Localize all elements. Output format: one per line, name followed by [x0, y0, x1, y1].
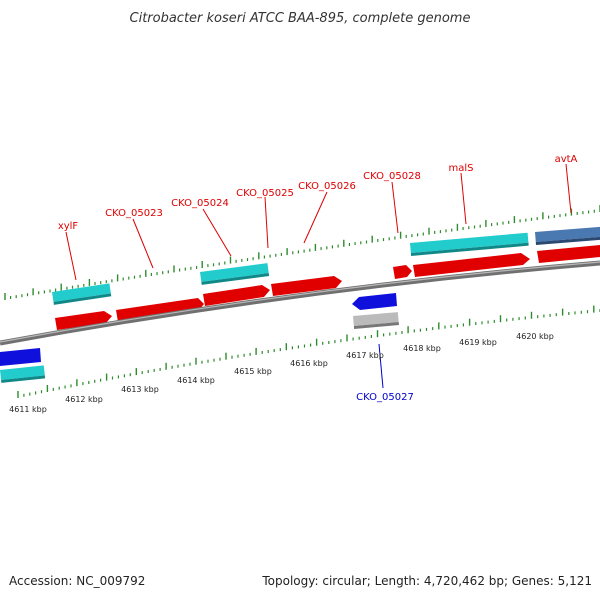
topology-text: Topology: circular; Length: 4,720,462 bp…: [261, 574, 592, 588]
leader-CKO_05027: [378, 343, 384, 389]
map-title: Citrobacter koseri ATCC BAA-895, complet…: [130, 11, 471, 26]
forward-cds-track: [55, 245, 600, 330]
scale-label: 4611 kbp: [9, 405, 47, 414]
leader-avtA: [565, 163, 572, 214]
cds-arrow-CKO_05028[interactable]: [393, 265, 412, 279]
leader-malS: [460, 172, 467, 225]
gene-shadow: [353, 322, 399, 329]
gene-shadow: [53, 293, 112, 305]
scale-label: 4620 kbp: [516, 332, 554, 341]
gene-shadow: [535, 236, 600, 245]
gene-shadow: [410, 242, 529, 256]
gene-feature-CKO_05024[interactable]: [200, 263, 270, 285]
gene-feature-xylF[interactable]: [52, 283, 112, 305]
gene-body: [0, 365, 45, 380]
forward-gene-track: [52, 226, 600, 305]
cds-arrow-CKO_05024[interactable]: [203, 285, 270, 306]
chromosome-backbone-highlight: [0, 261, 600, 343]
cds-arrow-left-edge[interactable]: [0, 348, 41, 366]
gene-label-CKO_05028[interactable]: CKO_05028: [363, 171, 421, 182]
gene-body: [52, 283, 111, 302]
gene-label-CKO_05027[interactable]: CKO_05027: [356, 392, 414, 403]
gene-label-CKO_05025[interactable]: CKO_05025: [236, 188, 294, 199]
gene-labels: xylF CKO_05023 CKO_05024 CKO_05025 CKO_0…: [58, 154, 578, 403]
gene-body: [410, 232, 529, 253]
scale-label: 4612 kbp: [65, 395, 103, 404]
cds-arrow-malS[interactable]: [413, 253, 530, 277]
scale-label: 4619 kbp: [459, 338, 497, 347]
cds-arrow-xylF[interactable]: [55, 311, 112, 330]
scale-labels: 4611 kbp 4612 kbp 4613 kbp 4614 kbp 4615…: [9, 332, 554, 414]
scale-label: 4616 kbp: [290, 359, 328, 368]
label-leaders: [65, 163, 572, 389]
leader-CKO_05026: [303, 191, 328, 244]
scale-label: 4613 kbp: [121, 385, 159, 394]
scale-label: 4617 kbp: [346, 351, 384, 360]
gene-shadow: [201, 273, 270, 285]
leader-CKO_05028: [391, 181, 399, 234]
leader-CKO_05024: [202, 208, 232, 257]
leader-CKO_05023: [132, 218, 154, 269]
gene-body: [535, 226, 600, 242]
outer-ruler: [4, 205, 600, 300]
cds-arrow-CKO_05023[interactable]: [116, 298, 204, 322]
gene-label-xylF[interactable]: xylF: [58, 221, 79, 232]
gene-feature-malS[interactable]: [410, 232, 529, 256]
gene-label-CKO_05026[interactable]: CKO_05026: [298, 181, 356, 192]
inner-ruler: [17, 305, 600, 398]
scale-label: 4614 kbp: [177, 376, 215, 385]
scale-label: 4615 kbp: [234, 367, 272, 376]
gene-body: [353, 312, 399, 326]
leader-CKO_05025: [264, 196, 269, 249]
gene-label-avtA[interactable]: avtA: [555, 154, 578, 165]
gene-feature-CKO_05027[interactable]: [353, 312, 399, 329]
gene-shadow: [1, 375, 46, 383]
gene-body: [200, 263, 269, 282]
chromosome-backbone: [0, 260, 600, 346]
accession-text: Accession: NC_009792: [9, 574, 145, 588]
gene-label-CKO_05023[interactable]: CKO_05023: [105, 208, 163, 219]
leader-xylF: [65, 231, 77, 281]
cds-arrow-CKO_05026[interactable]: [271, 276, 342, 296]
gene-feature-left-edge[interactable]: [0, 365, 46, 383]
gene-feature-avtA[interactable]: [535, 226, 600, 245]
scale-label: 4618 kbp: [403, 344, 441, 353]
cds-arrow-avtA[interactable]: [537, 245, 600, 263]
reverse-track: [0, 293, 399, 383]
gene-label-CKO_05024[interactable]: CKO_05024: [171, 198, 229, 209]
cds-arrow-CKO_05027[interactable]: [352, 293, 397, 310]
gene-label-malS[interactable]: malS: [449, 163, 474, 174]
